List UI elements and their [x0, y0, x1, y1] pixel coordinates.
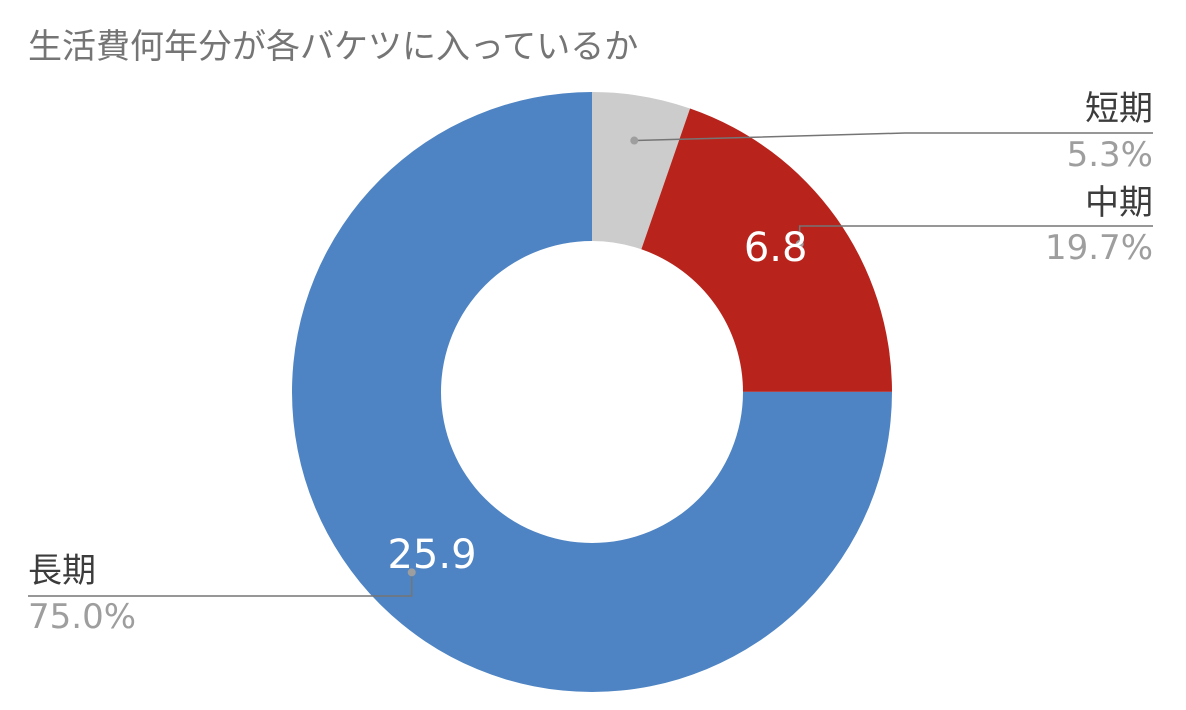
- value-label-long: 25.9: [387, 532, 476, 578]
- percent-label-short: 5.3%: [1067, 135, 1153, 175]
- percent-label-long: 75.0%: [28, 597, 136, 637]
- leader-line-short: [634, 132, 1153, 142]
- leader-dot-long: [407, 568, 416, 577]
- slice-long: [292, 92, 892, 692]
- leader-dot-mid: [795, 240, 804, 249]
- value-label-mid: 6.8: [744, 225, 808, 271]
- slice-mid: [641, 108, 892, 392]
- labels-layer: 短期 5.3% 中期 19.7% 6.8 長期 75.0% 25.9: [28, 89, 1153, 637]
- percent-label-mid: 19.7%: [1045, 228, 1153, 268]
- chart-title: 生活費何年分が各バケツに入っているか: [28, 27, 638, 67]
- category-label-short: 短期: [1085, 89, 1153, 129]
- slices-layer: [292, 92, 892, 692]
- leader-dot-short: [630, 136, 639, 145]
- category-label-long: 長期: [28, 551, 96, 591]
- category-label-mid: 中期: [1085, 183, 1153, 223]
- slice-short: [592, 92, 691, 250]
- leader-line-long: [28, 572, 413, 597]
- leader-line-mid: [798, 225, 1153, 245]
